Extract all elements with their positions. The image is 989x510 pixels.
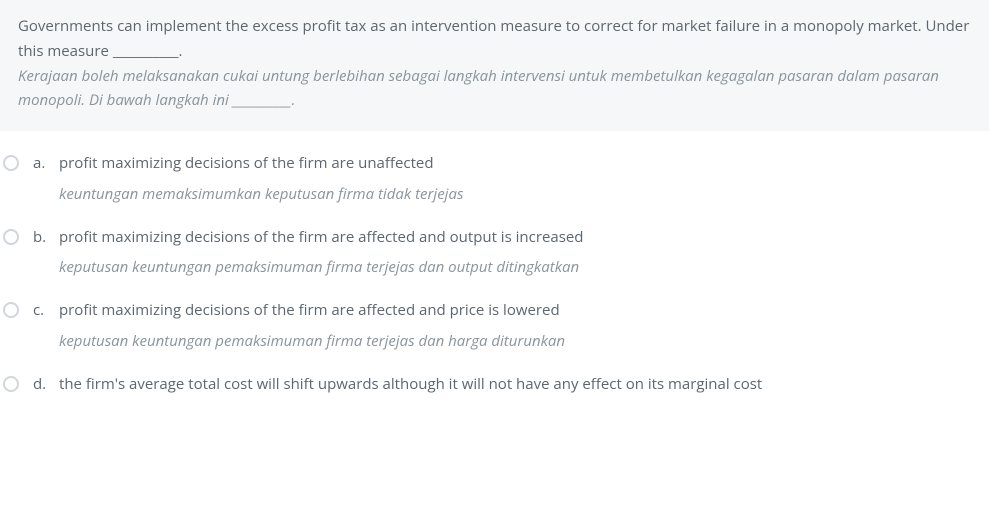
option-a[interactable]: a. profit maximizing decisions of the fi… [0, 137, 989, 211]
option-text-en: profit maximizing decisions of the firm … [59, 225, 989, 250]
option-text-en: profit maximizing decisions of the firm … [59, 151, 989, 176]
option-text: profit maximizing decisions of the firm … [59, 225, 989, 281]
options-list: a. profit maximizing decisions of the fi… [0, 131, 989, 400]
question-text-ms: Kerajaan boleh melaksanakan cukai untung… [18, 64, 971, 114]
radio-icon[interactable] [3, 229, 19, 245]
option-text-ms: keuntungan memaksimumkan keputusan firma… [59, 182, 989, 207]
option-text-en: profit maximizing decisions of the firm … [59, 298, 989, 323]
radio-icon[interactable] [3, 155, 19, 171]
option-letter: a. [33, 151, 53, 176]
radio-icon[interactable] [3, 302, 19, 318]
option-letter: b. [33, 225, 53, 250]
option-text: the firm's average total cost will shift… [59, 372, 989, 397]
option-text: profit maximizing decisions of the firm … [59, 151, 989, 207]
question-stem: Governments can implement the excess pro… [0, 0, 989, 131]
option-letter: d. [33, 372, 53, 397]
option-d[interactable]: d. the firm's average total cost will sh… [0, 358, 989, 401]
option-c[interactable]: c. profit maximizing decisions of the fi… [0, 284, 989, 358]
radio-icon[interactable] [3, 376, 19, 392]
option-text-ms: keputusan keuntungan pemaksimuman firma … [59, 329, 989, 354]
option-b[interactable]: b. profit maximizing decisions of the fi… [0, 211, 989, 285]
option-text-ms: keputusan keuntungan pemaksimuman firma … [59, 255, 989, 280]
option-letter: c. [33, 298, 53, 323]
option-text: profit maximizing decisions of the firm … [59, 298, 989, 354]
option-text-en: the firm's average total cost will shift… [59, 372, 989, 397]
question-text-en: Governments can implement the excess pro… [18, 14, 971, 64]
